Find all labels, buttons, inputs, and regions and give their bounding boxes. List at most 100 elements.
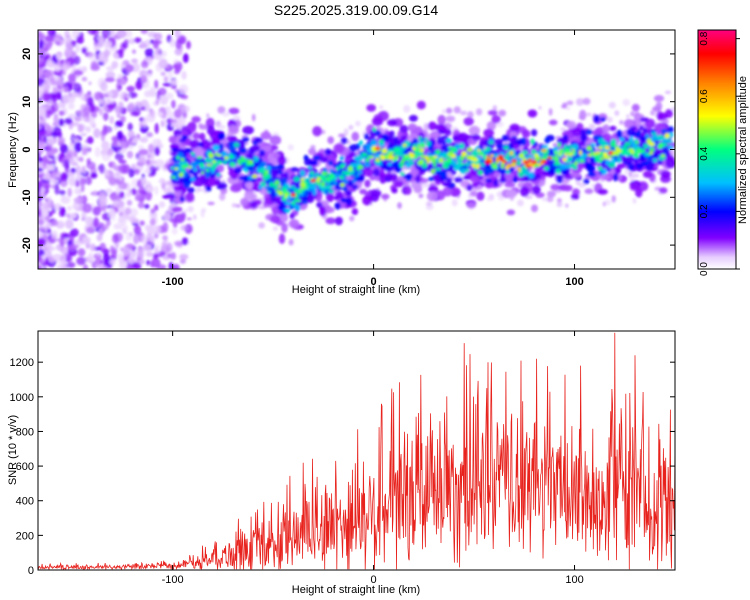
spectrogram-ridge-blob [635, 187, 643, 198]
spectrogram-ridge-blob [611, 157, 616, 164]
spectrogram-ridge-blob [484, 159, 491, 165]
spectrogram-noise-blob [40, 186, 45, 198]
spectrogram-noise-blob [87, 96, 94, 107]
spectrogram-ridge-blob [477, 169, 483, 176]
spectrogram-noise-blob [158, 58, 168, 69]
spectrogram-noise-blob [67, 102, 75, 110]
spectrogram-noise-blob [98, 195, 108, 207]
spectrogram-noise-blob [90, 111, 97, 119]
spectrogram-ridge-blob [407, 123, 418, 132]
spectrogram-speckle [79, 156, 84, 162]
spectrogram-noise-blob [38, 124, 42, 130]
spectrogram-speckle [75, 110, 83, 115]
spectrogram-noise-blob [38, 264, 42, 269]
spectrogram-ridge-blob [574, 161, 579, 166]
spectrogram-ridge-blob [541, 144, 549, 149]
spectrogram-ridge-blob [442, 186, 453, 197]
spectrogram-ridge-blob [367, 155, 371, 159]
spectrogram-noise-blob [162, 255, 171, 261]
spectrogram-noise-blob [167, 70, 173, 79]
spectrogram-ridge-blob [527, 162, 533, 166]
spectrogram-noise-blob [69, 228, 79, 238]
spectrogram-ridge-blob [265, 173, 270, 180]
spectrogram-noise-blob [38, 86, 43, 96]
spectrogram-ridge-blob [450, 187, 461, 197]
spectrogram-ridge-blob [269, 215, 282, 224]
spectrogram-noise-blob [97, 35, 103, 43]
spectrogram-ridge-blob [528, 172, 535, 179]
spectrogram-noise-blob [90, 64, 100, 71]
spectrogram-ridge-blob [597, 188, 608, 195]
spectrogram-ridge-blob [212, 162, 218, 168]
spectrogram-noise-blob [106, 127, 112, 133]
spectrogram-ridge-blob [180, 169, 186, 174]
spectrogram-speckle [418, 193, 424, 199]
spectrogram-ridge-blob [595, 151, 601, 155]
spectrogram-ridge-blob [451, 146, 457, 153]
spectrogram-speckle [69, 157, 76, 165]
spectrogram-ridge-blob [572, 151, 577, 156]
spectrogram-ridge-blob [375, 157, 380, 162]
spectrogram-ylabel: Frequency (Hz) [7, 112, 19, 188]
spectrogram-speckle [125, 94, 131, 98]
spectrogram-noise-blob [145, 190, 153, 201]
spectrogram-ridge-blob [404, 185, 412, 195]
spectrogram-ridge-blob [618, 137, 625, 142]
spectrogram-noise-blob [132, 49, 136, 54]
spectrogram-noise-blob [158, 201, 166, 208]
spectrogram-ridge-blob [173, 162, 179, 170]
spectrogram-peak [310, 178, 316, 183]
spectrogram-ridge-blob [171, 170, 179, 177]
spectrogram-ridge-blob [466, 184, 473, 191]
spectrogram-noise-blob [64, 117, 73, 125]
spectrogram-ridge-blob [634, 141, 640, 145]
spectrogram-noise-blob [38, 156, 43, 163]
spectrogram-noise-blob [106, 103, 117, 110]
spectrogram-ridge-blob [183, 182, 190, 189]
spectrogram-ridge-blob [322, 171, 329, 177]
spectrogram-ridge-blob [400, 135, 408, 142]
spectrogram-noise-blob [155, 47, 162, 55]
spectrogram-ridge-blob [629, 183, 640, 191]
spectrogram-noise-blob [90, 172, 98, 179]
spectrogram-noise-blob [109, 245, 115, 254]
spectrogram-ridge-blob [470, 152, 475, 157]
spectrogram-ridge-blob [253, 137, 263, 144]
spectrogram-speckle [348, 125, 354, 130]
spectrogram-ridge-blob [435, 149, 441, 155]
spectrogram-ridge-blob [657, 112, 668, 121]
spectrogram-noise-blob [38, 37, 42, 43]
spectrogram-ridge-blob [566, 120, 577, 129]
spectrogram-ridge-blob [278, 233, 286, 244]
spectrogram-noise-blob [119, 115, 126, 123]
spectrogram-ridge-blob [308, 148, 317, 156]
spectrogram-speckle [52, 86, 56, 94]
spectrogram-ridge-blob [433, 162, 437, 168]
spectrogram-ridge-blob [553, 146, 559, 153]
spectrogram-speckle [565, 203, 569, 208]
spectrogram-ridge-blob [459, 168, 467, 175]
spectrogram-ridge-blob [585, 129, 593, 135]
spectrogram-noise-blob [98, 98, 104, 104]
spectrogram-ridge-blob [606, 155, 612, 159]
spectrogram-noise-blob [159, 95, 169, 106]
spectrogram-ridge-blob [472, 134, 481, 141]
spectrogram-noise-blob [38, 167, 44, 172]
spectrogram-ridge-blob [488, 140, 495, 145]
spectrogram-ridge-blob [289, 212, 295, 220]
spectrogram-ridge-blob [409, 160, 414, 166]
spectrogram-ridge-blob [465, 168, 470, 173]
spectrogram-noise-blob [122, 246, 130, 257]
spectrogram-noise-blob [118, 101, 124, 109]
colorbar-gradient [697, 29, 737, 270]
spectrogram-ridge-blob [208, 153, 215, 159]
spectrogram-ridge-blob [217, 160, 222, 165]
spectrogram-noise-blob [127, 92, 138, 99]
spectrogram-ridge-blob [285, 209, 291, 213]
spectrogram-ridge-blob [550, 184, 560, 191]
spectrogram-noise-blob [180, 94, 189, 100]
spectrogram-peak [375, 146, 381, 151]
spectrogram-speckle [48, 237, 56, 244]
spectrogram-ridge-blob [372, 127, 377, 132]
spectrogram-ridge-blob [454, 176, 463, 183]
